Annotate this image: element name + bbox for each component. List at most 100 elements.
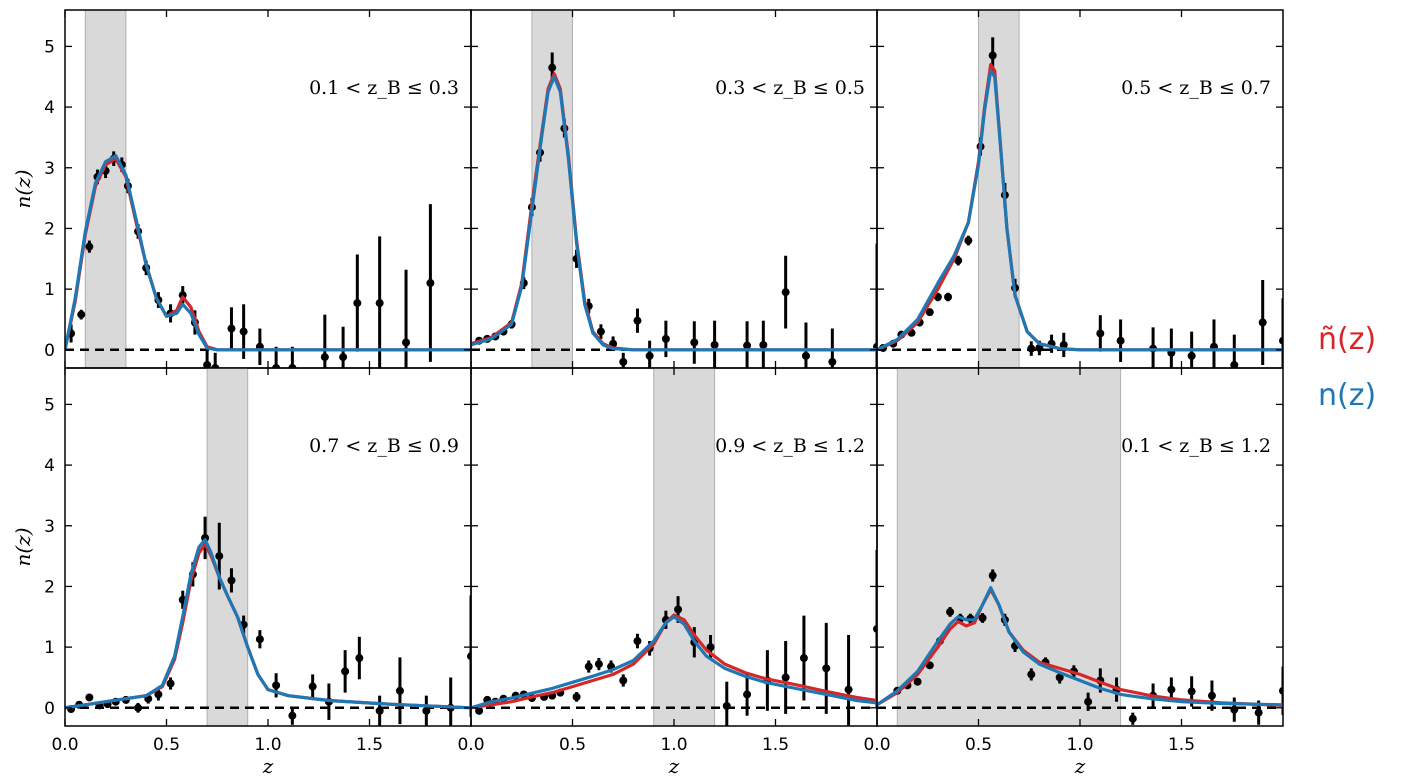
data-point bbox=[944, 293, 953, 302]
data-point bbox=[759, 340, 768, 349]
x-tick-label: 0.5 bbox=[965, 735, 992, 755]
data-point bbox=[467, 652, 471, 661]
panel-5: 0.9 < z_B ≤ 1.2 0.0 0.5 1.0 1.5 z bbox=[457, 367, 878, 778]
y-tick-label: 4 bbox=[44, 98, 55, 118]
ntilde-curve bbox=[65, 542, 471, 710]
data-point bbox=[1187, 351, 1196, 360]
bin-label: 0.1 < z_B ≤ 0.3 bbox=[309, 77, 459, 99]
x-tick-label: 1.5 bbox=[1168, 735, 1195, 755]
data-point bbox=[633, 316, 642, 325]
data-point bbox=[988, 571, 997, 580]
panel-frame bbox=[876, 9, 1284, 369]
y-tick-label: 5 bbox=[44, 37, 55, 57]
data-point bbox=[674, 605, 683, 614]
data-point bbox=[1187, 687, 1196, 696]
n-curve bbox=[65, 154, 471, 352]
panel-plot-area bbox=[471, 10, 877, 368]
data-point bbox=[633, 637, 642, 646]
data-point bbox=[988, 51, 997, 60]
y-axis-label: n(z) bbox=[11, 169, 35, 208]
data-point bbox=[619, 357, 628, 366]
data-point bbox=[1230, 705, 1239, 714]
x-axis-label: z bbox=[668, 754, 680, 778]
y-tick-label: 4 bbox=[44, 456, 55, 476]
panel-2: 0.3 < z_B ≤ 0.5 bbox=[470, 9, 878, 369]
data-point bbox=[402, 338, 411, 347]
data-point bbox=[1059, 340, 1068, 349]
data-point bbox=[619, 676, 628, 685]
data-point bbox=[375, 706, 384, 715]
data-point bbox=[801, 351, 810, 360]
data-point bbox=[255, 635, 264, 644]
data-point bbox=[134, 703, 143, 712]
x-tick-label: 0.0 bbox=[51, 735, 78, 755]
y-tick-label: 3 bbox=[44, 159, 55, 179]
x-tick-label: 0.0 bbox=[457, 735, 484, 755]
data-point bbox=[596, 327, 605, 336]
data-point bbox=[822, 664, 831, 673]
n-curve bbox=[471, 75, 877, 352]
n-curve bbox=[877, 69, 1283, 352]
data-point bbox=[913, 677, 922, 686]
data-point bbox=[1254, 708, 1263, 717]
y-tick-label: 0 bbox=[44, 341, 55, 361]
x-tick-label: 0.0 bbox=[863, 735, 890, 755]
y-tick-label: 0 bbox=[44, 699, 55, 719]
data-point bbox=[873, 624, 877, 633]
n-curve bbox=[65, 538, 471, 710]
data-point bbox=[353, 299, 362, 308]
data-point bbox=[85, 242, 94, 251]
n-curve bbox=[471, 615, 877, 710]
data-point bbox=[154, 690, 163, 699]
x-axis-label: z bbox=[262, 754, 274, 778]
zb-shade bbox=[653, 368, 716, 726]
y-tick-label: 1 bbox=[44, 280, 55, 300]
panel-plot-area bbox=[877, 368, 1283, 726]
panel-plot-area bbox=[877, 10, 1283, 368]
ntilde-curve bbox=[877, 62, 1283, 352]
data-point bbox=[645, 351, 654, 360]
bin-label: 0.3 < z_B ≤ 0.5 bbox=[715, 77, 865, 99]
panel-plot-area bbox=[471, 368, 877, 726]
data-point bbox=[1258, 318, 1267, 327]
x-axis-label: z bbox=[1074, 754, 1086, 778]
panel-1: 0.1 < z_B ≤ 0.3 0 1 2 3 4 5 n(z) bbox=[11, 9, 472, 369]
data-point bbox=[548, 63, 557, 72]
data-point bbox=[799, 654, 808, 663]
x-tick-label: 1.0 bbox=[660, 735, 687, 755]
zb-shade bbox=[978, 10, 1020, 368]
data-point bbox=[954, 256, 963, 265]
data-point bbox=[272, 364, 281, 368]
data-point bbox=[395, 686, 404, 695]
data-point bbox=[584, 662, 593, 671]
data-point bbox=[475, 706, 484, 715]
data-point bbox=[320, 353, 329, 362]
data-point bbox=[828, 357, 837, 366]
data-point bbox=[594, 660, 603, 669]
data-point bbox=[339, 353, 348, 362]
data-point bbox=[661, 334, 670, 343]
panel-frame bbox=[64, 367, 472, 727]
data-point bbox=[1055, 673, 1064, 682]
data-point bbox=[1207, 691, 1216, 700]
data-point bbox=[781, 288, 790, 297]
x-tick-label: 1.0 bbox=[1066, 735, 1093, 755]
data-point bbox=[288, 364, 297, 368]
bin-label: 0.9 < z_B ≤ 1.2 bbox=[715, 435, 865, 457]
data-point bbox=[1167, 685, 1176, 694]
data-point bbox=[375, 299, 384, 308]
data-point bbox=[215, 552, 224, 561]
y-tick-label: 1 bbox=[44, 638, 55, 658]
data-point bbox=[925, 308, 934, 317]
data-point bbox=[288, 711, 297, 720]
panel-3: 0.5 < z_B ≤ 0.7 bbox=[876, 9, 1284, 369]
data-point bbox=[781, 673, 790, 682]
bin-label: 0.7 < z_B ≤ 0.9 bbox=[309, 435, 459, 457]
data-point bbox=[978, 613, 987, 622]
data-point bbox=[1128, 714, 1137, 723]
data-point bbox=[1027, 344, 1036, 353]
x-tick-label: 1.0 bbox=[254, 735, 281, 755]
x-tick-label: 0.5 bbox=[153, 735, 180, 755]
data-point bbox=[227, 324, 236, 333]
data-point bbox=[166, 679, 175, 688]
